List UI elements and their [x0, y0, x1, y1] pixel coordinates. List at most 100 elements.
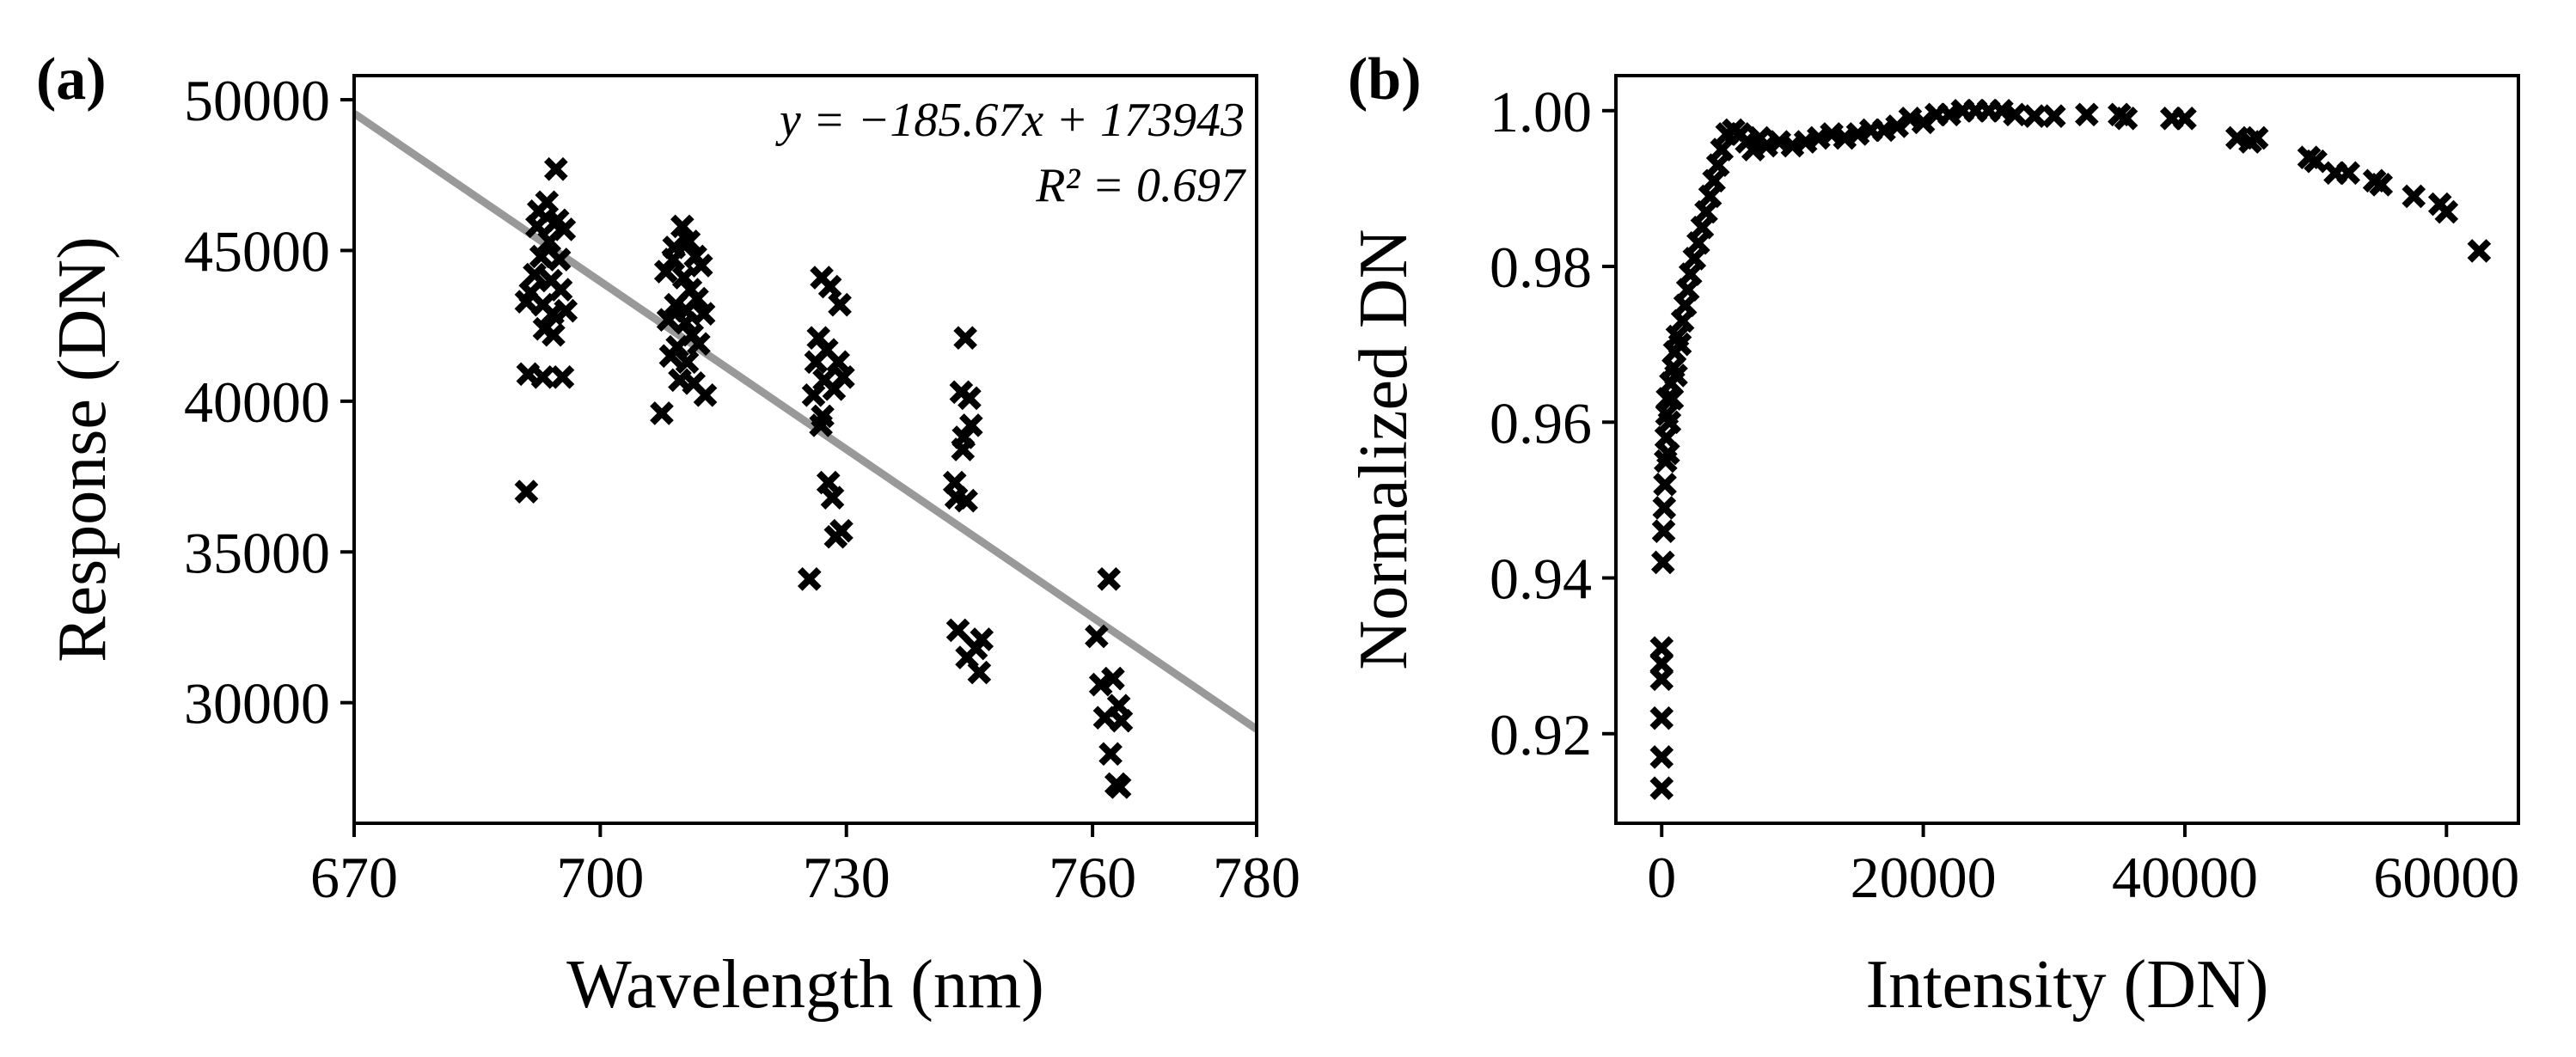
- y-tick-label: 30000: [184, 671, 330, 736]
- panel-label-b: (b): [1348, 46, 1422, 113]
- data-point: [1682, 247, 1707, 271]
- data-point: [1694, 199, 1718, 224]
- data-point: [550, 364, 575, 389]
- data-point: [954, 488, 978, 513]
- data-point: [676, 229, 701, 254]
- data-points-a: [514, 156, 1134, 799]
- data-point: [2075, 102, 2099, 127]
- x-axis-label-b: Intensity (DN): [1866, 947, 2269, 1023]
- data-point: [691, 302, 716, 326]
- data-point: [1649, 636, 1674, 660]
- data-point: [970, 627, 994, 651]
- y-ticks-a: 30000 35000 40000 45000 50000: [184, 68, 354, 736]
- data-point: [662, 235, 687, 260]
- y-tick-label: 1.00: [1490, 79, 1592, 144]
- data-point: [1652, 496, 1677, 520]
- data-point: [1085, 624, 1109, 649]
- x-tick-label: 60000: [2373, 845, 2519, 910]
- data-point: [1101, 666, 1125, 691]
- plot-frame-b: [1614, 74, 2520, 825]
- data-point: [535, 190, 560, 215]
- data-point: [2114, 107, 2139, 131]
- data-point: [1705, 153, 1730, 178]
- data-points-b: [1649, 98, 2492, 801]
- x-ticks-b: 0 20000 40000 60000: [1647, 823, 2519, 910]
- data-point: [817, 274, 842, 299]
- y-tick-label: 0.96: [1490, 390, 1592, 455]
- y-tick-label: 45000: [184, 218, 330, 284]
- data-point: [1690, 215, 1715, 240]
- data-point: [2022, 104, 2047, 128]
- data-point: [1650, 550, 1675, 575]
- data-point: [820, 486, 845, 510]
- x-ticks-a: 670 700 730 760 780: [310, 823, 1300, 910]
- data-point: [2434, 199, 2459, 224]
- regression-line: [354, 110, 1257, 733]
- fit-r-squared: R² = 0.697: [1035, 159, 1246, 212]
- y-tick-label: 0.92: [1490, 702, 1592, 767]
- data-point: [1097, 567, 1122, 591]
- data-point: [1649, 745, 1674, 769]
- data-point: [2003, 102, 2027, 127]
- y-tick-label: 40000: [184, 370, 330, 435]
- data-point: [1649, 706, 1674, 730]
- data-point: [2244, 125, 2269, 150]
- data-point: [1911, 110, 1936, 135]
- data-point: [1710, 137, 1735, 162]
- data-point: [548, 278, 573, 302]
- fit-equation: y = −185.67x + 173943: [775, 94, 1245, 147]
- data-point: [1702, 168, 1726, 193]
- data-point: [1656, 441, 1680, 466]
- data-point: [523, 262, 547, 287]
- data-point: [1678, 262, 1703, 286]
- x-tick-label: 780: [1213, 845, 1300, 910]
- data-point: [554, 298, 578, 323]
- data-point: [1653, 472, 1677, 497]
- data-point: [951, 437, 976, 461]
- data-point: [826, 350, 851, 375]
- data-point: [674, 298, 699, 323]
- data-point: [530, 364, 555, 389]
- data-point: [967, 660, 992, 685]
- x-tick-label: 700: [556, 845, 644, 910]
- x-tick-label: 670: [310, 845, 398, 910]
- data-point: [831, 364, 855, 389]
- data-point: [670, 214, 694, 239]
- data-point: [811, 404, 835, 429]
- data-point: [514, 480, 539, 504]
- data-point: [2304, 149, 2328, 174]
- plot-frame-a: [352, 74, 1258, 825]
- data-point: [688, 254, 713, 278]
- data-point: [816, 470, 841, 495]
- data-point: [542, 322, 566, 347]
- y-axis-label-b: Normalized DN: [1346, 229, 1422, 669]
- data-point: [1107, 775, 1132, 799]
- data-point: [829, 518, 854, 543]
- x-tick-label: 0: [1647, 845, 1676, 910]
- data-point: [1660, 387, 1685, 411]
- data-point: [2467, 239, 2492, 263]
- data-point: [547, 247, 572, 272]
- data-point: [828, 292, 852, 317]
- y-tick-label: 35000: [184, 520, 330, 585]
- data-point: [958, 386, 982, 411]
- data-point: [953, 326, 977, 351]
- data-point: [1667, 332, 1692, 357]
- data-point: [687, 332, 711, 357]
- data-point: [650, 401, 674, 425]
- y-tick-label: 50000: [184, 68, 330, 133]
- data-point: [1698, 184, 1722, 209]
- x-tick-label: 730: [803, 845, 890, 910]
- data-point: [1686, 231, 1710, 255]
- data-point: [1664, 364, 1688, 388]
- data-point: [543, 156, 568, 181]
- data-point: [1651, 519, 1676, 543]
- data-point: [1109, 708, 1134, 733]
- x-tick-label: 40000: [2112, 845, 2258, 910]
- y-tick-label: 0.98: [1490, 235, 1592, 300]
- data-point: [1885, 114, 1909, 138]
- data-point: [2336, 161, 2360, 186]
- data-point: [958, 413, 983, 437]
- fit-line-a: [354, 110, 1257, 733]
